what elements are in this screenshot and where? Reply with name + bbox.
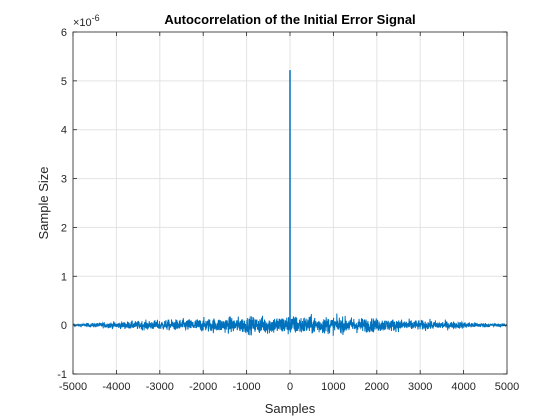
x-tick-label: -4000	[102, 381, 130, 393]
y-axis: -1 0 1 2 3 4 5 6	[57, 27, 507, 381]
y-tick-label: -1	[57, 369, 67, 381]
x-tick-label: -3000	[146, 381, 174, 393]
y-tick-label: 1	[61, 271, 67, 283]
x-tick-label: 2000	[365, 381, 389, 393]
y-axis-exponent-base: ×10	[73, 17, 92, 29]
y-tick-label: 2	[61, 222, 67, 234]
x-tick-label: -2000	[189, 381, 217, 393]
x-tick-label: 4000	[451, 381, 475, 393]
x-axis: -5000 -4000 -3000 -2000 -1000 0 1000 2000 3000 40…	[59, 32, 519, 393]
y-tick-label: 6	[61, 27, 67, 39]
x-tick-label: -5000	[59, 381, 87, 393]
x-tick-label: 3000	[408, 381, 432, 393]
x-tick-label: 0	[287, 381, 293, 393]
y-axis-exponent-power: -6	[92, 13, 100, 23]
y-tick-label: 3	[61, 174, 67, 186]
y-axis-label: Sample Size	[36, 167, 51, 240]
x-axis-label: Samples	[265, 401, 316, 416]
y-axis-exponent: ×10-6	[73, 13, 100, 29]
y-tick-label: 0	[61, 320, 67, 332]
y-tick-label: 4	[61, 125, 67, 137]
x-tick-label: 1000	[321, 381, 345, 393]
x-tick-label: -1000	[233, 381, 261, 393]
chart-title: Autocorrelation of the Initial Error Sig…	[164, 12, 415, 27]
x-tick-label: 5000	[495, 381, 519, 393]
y-tick-label: 5	[61, 76, 67, 88]
series-1	[73, 70, 507, 336]
